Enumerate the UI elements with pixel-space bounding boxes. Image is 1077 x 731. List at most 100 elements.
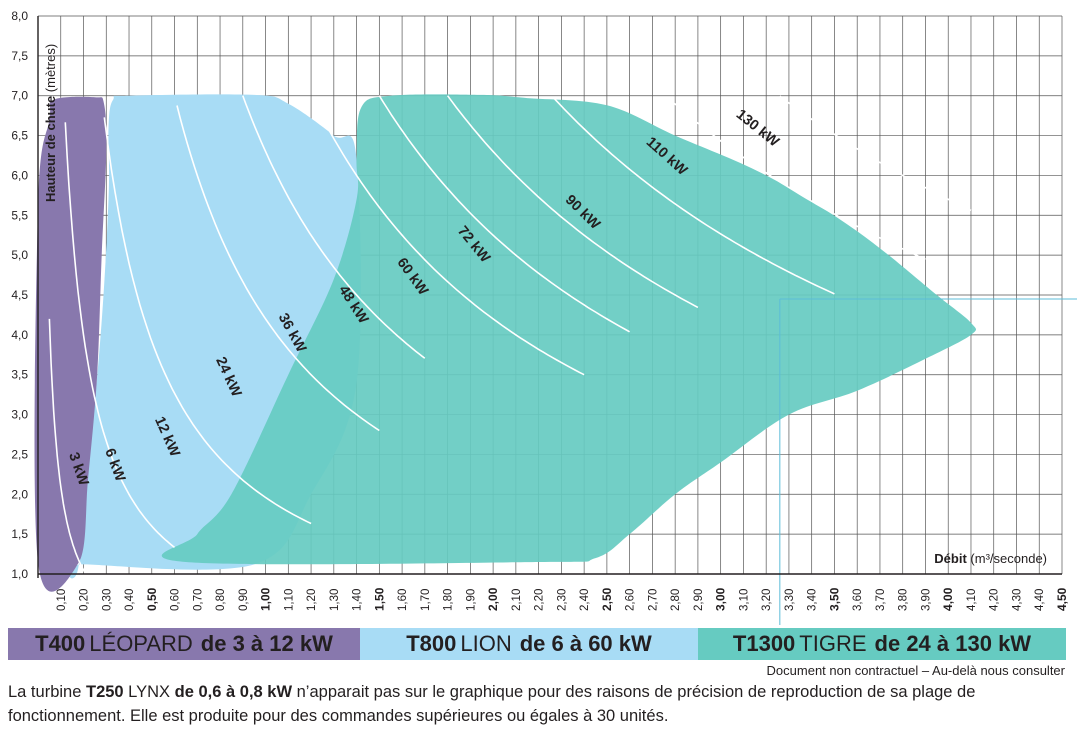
x-axis-label-text: Débit <box>934 551 970 566</box>
x-tick-label: 0,70 <box>192 589 204 611</box>
x-tick-label: 1,80 <box>443 589 455 611</box>
x-axis-label-unit: (m³/seconde) <box>970 551 1047 566</box>
x-tick-label: 4,50 <box>1055 587 1069 611</box>
legend-t800-name: T800 <box>406 631 457 656</box>
footnote-model: T250 <box>85 683 124 701</box>
x-tick-label: 0,50 <box>145 587 159 611</box>
x-tick-label: 2,80 <box>670 589 682 611</box>
power-curve <box>554 98 835 295</box>
x-tick-label: 2,40 <box>579 589 591 611</box>
x-tick-label: 1,10 <box>283 589 295 611</box>
x-tick-label: 1,90 <box>465 589 477 611</box>
x-tick-label: 1,70 <box>420 589 432 611</box>
chart-axes: 1,0 1,5 2,0 2,5 3,0 3,5 4,0 4,5 5,0 5,5 6,0 6,5 7,0 7… <box>11 9 1069 611</box>
y-tick-label: 1,5 <box>11 527 28 541</box>
x-tick-label: 0,80 <box>215 589 227 611</box>
y-tick-label: 1,0 <box>11 567 28 581</box>
x-tick-label: 2,10 <box>511 589 523 611</box>
y-tick-label: 8,0 <box>11 9 28 23</box>
x-tick-label: 4,00 <box>941 587 955 611</box>
x-tick-label: 2,70 <box>647 589 659 611</box>
y-tick-label: 6,0 <box>11 168 28 182</box>
footnote-range: de 0,6 à 0,8 kW <box>174 683 293 701</box>
y-tick-label: 4,0 <box>11 328 28 342</box>
disclaimer-note: Document non contractuel – Au-delà nous … <box>766 663 1065 678</box>
legend-t400: T400 LÉOPARD de 3 à 12 kW <box>8 628 360 660</box>
x-tick-label: 4,20 <box>989 589 1001 611</box>
y-tick-label: 6,5 <box>11 129 28 143</box>
region-t400 <box>34 96 107 592</box>
x-tick-label: 2,50 <box>600 587 614 611</box>
x-tick-label: 0,60 <box>170 589 182 611</box>
power-curve <box>242 95 426 359</box>
x-tick-label: 4,10 <box>966 589 978 611</box>
x-tick-label: 2,00 <box>486 587 500 611</box>
x-tick-label: 3,40 <box>807 589 819 611</box>
legend-t1300-range: de 24 à 130 kW <box>874 631 1032 656</box>
legend-t400-rest: LÉOPARD <box>89 631 193 656</box>
legend-t400-name: T400 <box>35 631 86 656</box>
footnote-text: La turbine T250 LYNX de 0,6 à 0,8 kW n’a… <box>8 680 1068 728</box>
x-tick-label: 1,20 <box>306 589 318 611</box>
x-tick-label: 4,30 <box>1012 589 1024 611</box>
turbine-legend-bar: T400 LÉOPARD de 3 à 12 kW T800 LION de 6… <box>8 628 1066 660</box>
power-curve <box>667 97 926 260</box>
y-tick-label: 2,5 <box>11 447 28 461</box>
legend-t800-range: de 6 à 60 kW <box>519 631 652 656</box>
legend-t800-rest: LION <box>460 631 512 656</box>
x-tick-label: 4,40 <box>1034 589 1046 611</box>
power-curve-label: 130 kW <box>733 107 782 151</box>
power-curve <box>48 318 86 574</box>
footnote-part2: LYNX <box>123 683 175 701</box>
power-curve <box>779 95 972 212</box>
y-axis-label-text: Hauteur de chute <box>43 92 58 202</box>
x-tick-label: 1,50 <box>372 587 386 611</box>
x-tick-label: 2,20 <box>534 589 546 611</box>
legend-t400-range: de 3 à 12 kW <box>200 631 333 656</box>
x-tick-label: 1,00 <box>259 587 273 611</box>
x-tick-label: 3,70 <box>875 589 887 611</box>
x-tick-label: 0,10 <box>56 589 68 611</box>
y-tick-label: 3,0 <box>11 408 28 422</box>
legend-t1300-rest: TIGRE <box>799 631 867 656</box>
x-tick-label: 0,30 <box>101 589 113 611</box>
y-tick-label: 3,5 <box>11 368 28 382</box>
footnote-part3: n’apparait pas sur le graphique pour des… <box>8 683 976 725</box>
x-tick-label: 3,50 <box>827 587 841 611</box>
reference-lines <box>779 298 1077 625</box>
x-tick-label: 3,60 <box>852 589 864 611</box>
x-tick-label: 3,10 <box>738 589 750 611</box>
x-tick-label: 0,90 <box>238 589 250 611</box>
footnote-part1: La turbine <box>8 683 86 701</box>
x-tick-label: 1,30 <box>329 589 341 611</box>
turbine-operating-chart: 1,0 1,5 2,0 2,5 3,0 3,5 4,0 4,5 5,0 5,5 6,0 6,5 7,0 7… <box>11 9 1077 625</box>
legend-t800: T800 LION de 6 à 60 kW <box>360 628 698 660</box>
x-tick-label: 3,90 <box>921 589 933 611</box>
x-tick-label: 2,60 <box>625 589 637 611</box>
region-t1300 <box>161 94 977 565</box>
power-curve <box>64 122 175 549</box>
power-curve <box>446 95 699 309</box>
x-tick-label: 2,90 <box>693 589 705 611</box>
y-tick-label: 4,5 <box>11 288 28 302</box>
y-axis-label: Hauteur de chute (mètres) <box>43 44 58 202</box>
x-tick-label: 2,30 <box>556 589 568 611</box>
legend-t1300-name: T1300 <box>732 631 796 656</box>
y-tick-label: 5,5 <box>11 208 28 222</box>
legend-t1300: T1300 TIGRE de 24 à 130 kW <box>698 628 1066 660</box>
x-tick-label: 1,40 <box>352 589 364 611</box>
y-axis-label-unit: (mètres) <box>43 44 58 92</box>
power-curve <box>176 105 380 432</box>
power-curve <box>378 95 630 333</box>
x-tick-label: 0,20 <box>79 589 91 611</box>
y-tick-label: 7,0 <box>11 89 28 103</box>
x-tick-label: 3,00 <box>714 587 728 611</box>
x-tick-label: 0,40 <box>124 589 136 611</box>
x-tick-label: 3,20 <box>761 589 773 611</box>
y-tick-label: 7,5 <box>11 49 28 63</box>
x-tick-label: 3,80 <box>898 589 910 611</box>
power-curve <box>103 117 312 525</box>
x-tick-label: 1,60 <box>397 589 409 611</box>
turbine-regions <box>34 94 977 592</box>
power-curve <box>314 104 585 376</box>
